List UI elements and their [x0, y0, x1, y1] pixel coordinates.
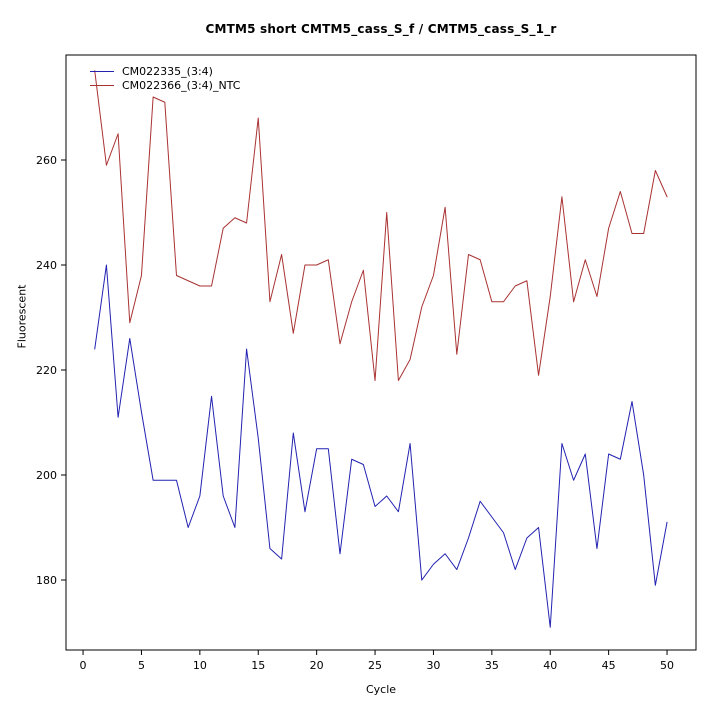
series-1-line-swatch [90, 84, 114, 86]
x-tick-label: 10 [193, 659, 207, 672]
x-tick-label: 25 [368, 659, 382, 672]
series-line-0 [94, 264, 668, 628]
legend-label: CM022335_(3:4) [122, 64, 213, 78]
series-0-line-swatch [90, 70, 114, 72]
x-tick-label: 35 [485, 659, 499, 672]
x-tick-label: 30 [426, 659, 440, 672]
x-tick-label: 5 [138, 659, 145, 672]
x-tick-label: 45 [602, 659, 616, 672]
legend-label: CM022366_(3:4)_NTC [122, 78, 241, 92]
x-tick-label: 20 [310, 659, 324, 672]
x-tick-label: 50 [660, 659, 674, 672]
plot-border [65, 54, 697, 651]
y-tick-label: 260 [36, 154, 57, 167]
chart-title: CMTM5 short CMTM5_cass_S_f / CMTM5_cass_… [205, 22, 557, 36]
legend-item: CM022366_(3:4)_NTC [90, 78, 240, 92]
x-axis-title: Cycle [365, 683, 397, 696]
y-tick-label: 240 [36, 259, 57, 272]
x-tick-label: 0 [80, 659, 87, 672]
legend: CM022335_(3:4) CM022366_(3:4)_NTC [90, 64, 240, 92]
y-tick-label: 220 [36, 364, 57, 377]
x-tick-label: 40 [543, 659, 557, 672]
legend-item: CM022335_(3:4) [90, 64, 240, 78]
y-axis-title: Fluorescent [15, 284, 29, 349]
y-tick-label: 180 [36, 574, 57, 587]
series-line-1 [94, 70, 668, 382]
x-tick-label: 15 [251, 659, 265, 672]
y-tick-label: 200 [36, 469, 57, 482]
